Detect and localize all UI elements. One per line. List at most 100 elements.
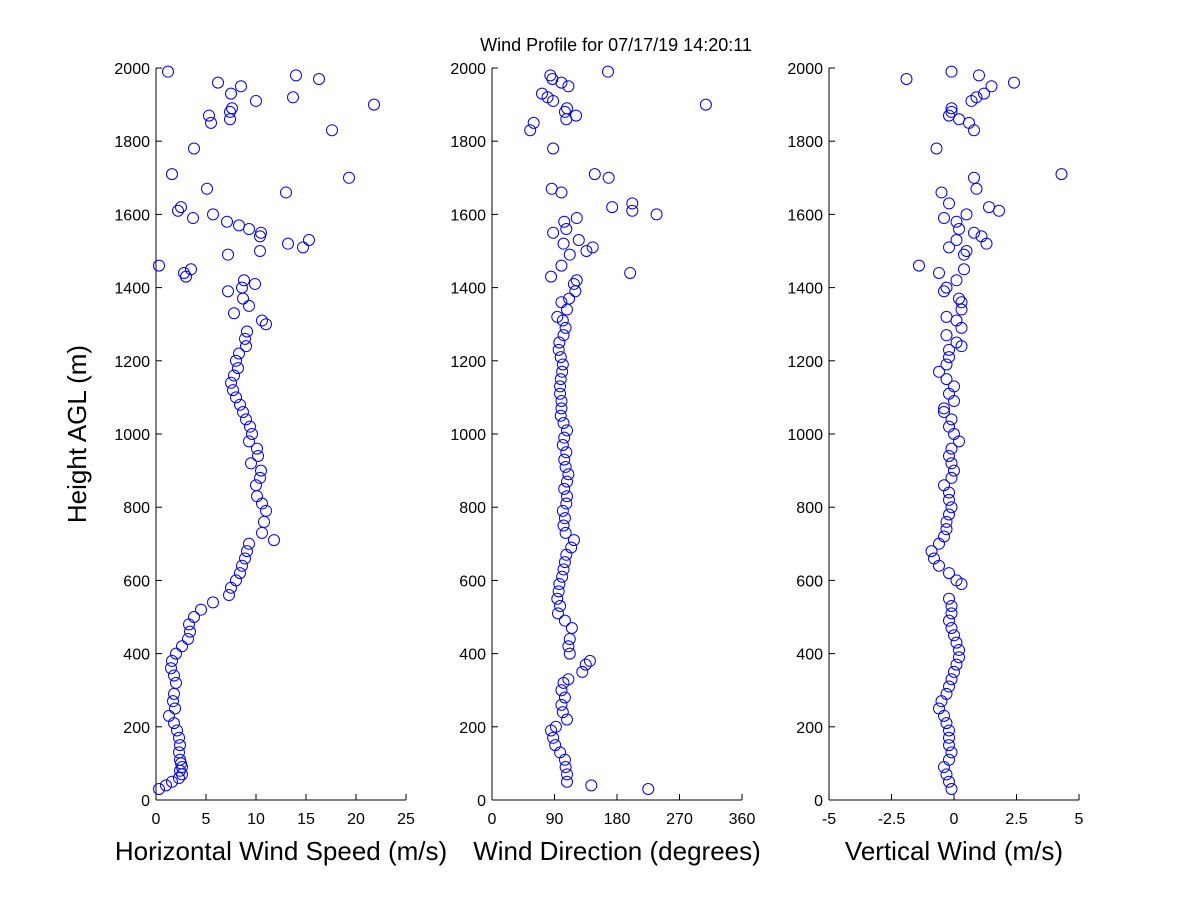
figure-title: Wind Profile for 07/17/19 14:20:11 <box>480 35 752 55</box>
y-tick-label: 1400 <box>450 281 486 298</box>
data-point <box>256 314 268 327</box>
data-point <box>960 245 973 257</box>
data-point <box>978 87 990 100</box>
data-point <box>162 65 174 78</box>
x-tick-label: 5 <box>202 811 211 828</box>
data-point <box>940 523 953 536</box>
data-point <box>562 468 575 481</box>
data-point <box>948 629 960 642</box>
data-point <box>243 435 255 448</box>
data-point <box>557 237 570 250</box>
y-tick-label: 0 <box>814 793 823 810</box>
data-point <box>563 292 576 305</box>
data-point <box>955 303 968 316</box>
data-point <box>940 310 953 323</box>
data-point <box>975 230 988 243</box>
data-point <box>943 420 955 433</box>
data-point <box>567 534 580 547</box>
data-point <box>583 654 596 667</box>
data-point <box>234 398 246 411</box>
data-point <box>558 614 571 627</box>
data-point <box>970 91 983 104</box>
data-point <box>166 168 178 181</box>
data-point <box>945 621 958 634</box>
data-point <box>938 285 950 298</box>
data-point <box>555 395 568 408</box>
data-point <box>554 600 567 613</box>
data-point <box>570 274 583 287</box>
data-point <box>243 299 255 312</box>
data-point <box>551 607 564 620</box>
data-point <box>943 486 955 499</box>
data-point <box>171 724 183 737</box>
data-point <box>940 358 953 371</box>
data-point <box>555 402 568 415</box>
data-point <box>561 102 573 115</box>
data-point <box>313 72 325 85</box>
x-tick-label: 5 <box>1075 811 1084 828</box>
y-tick-label: 1800 <box>114 134 150 151</box>
data-point <box>174 753 186 766</box>
data-point <box>280 186 292 199</box>
data-point <box>205 116 217 129</box>
data-point <box>552 585 565 598</box>
data-point <box>160 779 172 792</box>
data-point <box>569 285 582 298</box>
data-point <box>935 186 948 199</box>
data-point <box>602 171 615 184</box>
data-point <box>245 457 257 470</box>
data-point <box>170 647 182 660</box>
data-point <box>555 296 568 309</box>
data-point <box>303 234 315 247</box>
data-point <box>940 717 953 730</box>
y-tick-label: 200 <box>123 720 150 737</box>
y-tick-label: 0 <box>477 793 486 810</box>
data-point <box>236 559 248 572</box>
data-point <box>943 351 955 364</box>
data-point <box>950 336 963 349</box>
data-point <box>225 376 237 389</box>
data-point <box>933 266 945 279</box>
data-point <box>561 768 573 781</box>
data-point <box>968 226 980 239</box>
data-point <box>943 731 955 744</box>
data-point <box>168 669 180 682</box>
data-point <box>175 757 187 770</box>
data-point <box>699 98 712 111</box>
data-point <box>178 266 190 279</box>
data-point <box>250 94 262 107</box>
data-point <box>985 80 998 93</box>
data-point <box>553 578 566 591</box>
x-tick-label: 25 <box>397 811 415 828</box>
data-point <box>251 490 263 503</box>
data-point <box>182 632 194 645</box>
data-point <box>624 266 637 279</box>
data-point <box>203 109 215 122</box>
data-point <box>945 102 958 115</box>
data-point <box>163 709 175 722</box>
data-point <box>945 746 958 759</box>
data-point <box>565 621 578 634</box>
data-point <box>545 724 558 737</box>
data-point <box>558 512 571 525</box>
data-point <box>950 274 963 287</box>
data-point <box>968 171 980 184</box>
data-point <box>945 105 958 118</box>
data-point <box>553 336 566 349</box>
data-point <box>243 537 255 550</box>
y-tick-label: 1400 <box>114 281 150 298</box>
data-point <box>606 201 619 214</box>
x-axis-label: Horizontal Wind Speed (m/s) <box>115 836 447 866</box>
data-point <box>983 201 995 214</box>
data-point <box>973 69 985 82</box>
data-point <box>950 574 963 587</box>
data-point <box>948 380 960 393</box>
x-axis-label: Wind Direction (degrees) <box>473 836 761 866</box>
y-tick-label: 1200 <box>787 354 823 371</box>
x-tick-label: 180 <box>604 811 631 828</box>
data-point <box>1008 76 1020 89</box>
data-point <box>943 739 955 752</box>
data-point <box>240 340 252 353</box>
data-point <box>580 245 593 257</box>
data-point <box>233 219 245 232</box>
